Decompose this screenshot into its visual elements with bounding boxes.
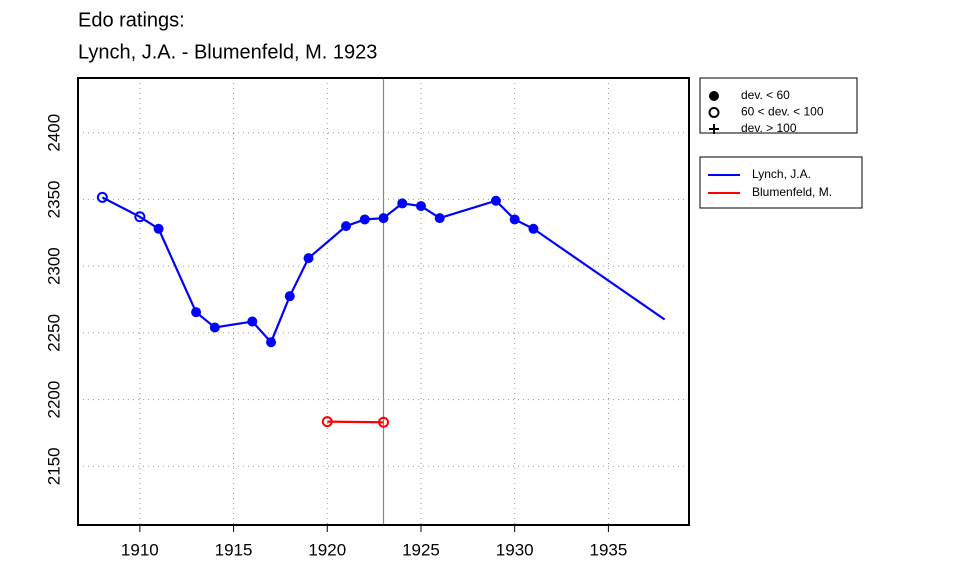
data-point [191, 307, 202, 318]
legend-label: Lynch, J.A. [752, 167, 811, 181]
data-point [96, 191, 108, 203]
data-point [284, 291, 295, 302]
data-point [397, 198, 408, 209]
data-point [247, 316, 258, 327]
data-point [321, 416, 333, 428]
y-tick-label: 2400 [44, 114, 63, 152]
chart-subtitle: Lynch, J.A. - Blumenfeld, M. 1923 [78, 41, 377, 63]
y-tick-label: 2350 [44, 181, 63, 219]
plot-frame [77, 77, 690, 526]
y-tick-label: 2200 [44, 381, 63, 419]
y-tick-label: 2250 [44, 314, 63, 352]
chart-title: Edo ratings: [78, 9, 185, 31]
data-point [266, 337, 277, 348]
legend-marker [708, 107, 720, 118]
legend-box [699, 156, 863, 209]
data-point [153, 223, 164, 234]
legend-marker [709, 91, 719, 101]
x-tick-label: 1915 [215, 540, 253, 559]
legend-marker [709, 124, 719, 134]
x-tick-label: 1935 [589, 540, 627, 559]
legend-label: Blumenfeld, M. [752, 185, 832, 199]
data-point [509, 214, 520, 225]
x-tick-label: 1925 [402, 540, 440, 559]
data-point [378, 416, 389, 428]
data-point [490, 195, 501, 206]
x-tick-label: 1930 [496, 540, 534, 559]
x-tick-label: 1910 [121, 540, 159, 559]
x-tick-label: 1920 [308, 540, 346, 559]
legend-label: dev. > 100 [741, 121, 797, 135]
data-point [528, 223, 539, 234]
series-line [327, 420, 384, 424]
data-point [378, 213, 389, 224]
y-tick-label: 2150 [44, 447, 63, 485]
legend-label: 60 < dev. < 100 [741, 105, 824, 119]
legend-label: dev. < 60 [741, 88, 790, 102]
legend-box [699, 77, 858, 134]
data-point [134, 211, 146, 223]
y-tick-label: 2300 [44, 247, 63, 285]
data-point [341, 221, 352, 232]
data-point [434, 213, 445, 224]
data-point [415, 201, 426, 212]
data-point [303, 253, 314, 264]
data-point [359, 214, 370, 225]
data-point [209, 322, 220, 333]
